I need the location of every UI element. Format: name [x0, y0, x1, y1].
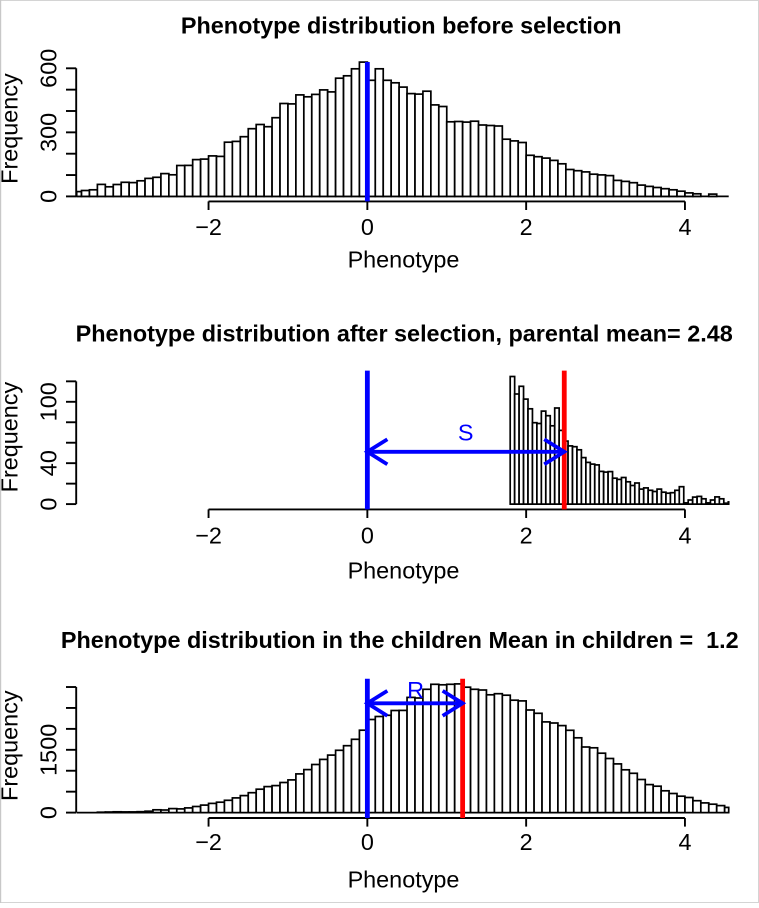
svg-text:−2: −2 — [195, 829, 222, 855]
svg-text:40: 40 — [35, 450, 61, 476]
svg-text:0: 0 — [361, 829, 374, 855]
svg-text:100: 100 — [35, 382, 61, 421]
svg-text:Frequency: Frequency — [0, 690, 22, 801]
svg-text:0: 0 — [35, 190, 61, 203]
svg-text:−2: −2 — [195, 522, 222, 548]
svg-text:Phenotype distribution in the: Phenotype distribution in the children M… — [61, 627, 739, 653]
svg-text:Phenotype distribution before: Phenotype distribution before selection — [181, 13, 622, 39]
svg-text:0: 0 — [361, 522, 374, 548]
svg-text:4: 4 — [678, 522, 691, 548]
svg-text:Phenotype: Phenotype — [348, 558, 460, 584]
svg-text:0: 0 — [35, 498, 61, 511]
svg-text:0: 0 — [361, 214, 374, 240]
svg-text:1500: 1500 — [35, 724, 61, 776]
svg-text:2: 2 — [520, 214, 533, 240]
svg-text:Phenotype distribution after s: Phenotype distribution after selection, … — [76, 321, 733, 347]
svg-text:R: R — [407, 677, 424, 703]
svg-text:300: 300 — [35, 113, 61, 152]
svg-text:S: S — [458, 420, 474, 446]
svg-text:Phenotype: Phenotype — [348, 247, 460, 273]
svg-text:−2: −2 — [195, 214, 222, 240]
svg-text:2: 2 — [520, 522, 533, 548]
svg-text:Phenotype: Phenotype — [348, 867, 460, 893]
svg-text:2: 2 — [520, 829, 533, 855]
svg-text:4: 4 — [678, 829, 691, 855]
svg-text:600: 600 — [35, 49, 61, 88]
svg-text:4: 4 — [678, 214, 691, 240]
svg-text:Frequency: Frequency — [0, 382, 22, 493]
svg-text:Frequency: Frequency — [0, 73, 22, 184]
svg-text:0: 0 — [35, 806, 61, 819]
